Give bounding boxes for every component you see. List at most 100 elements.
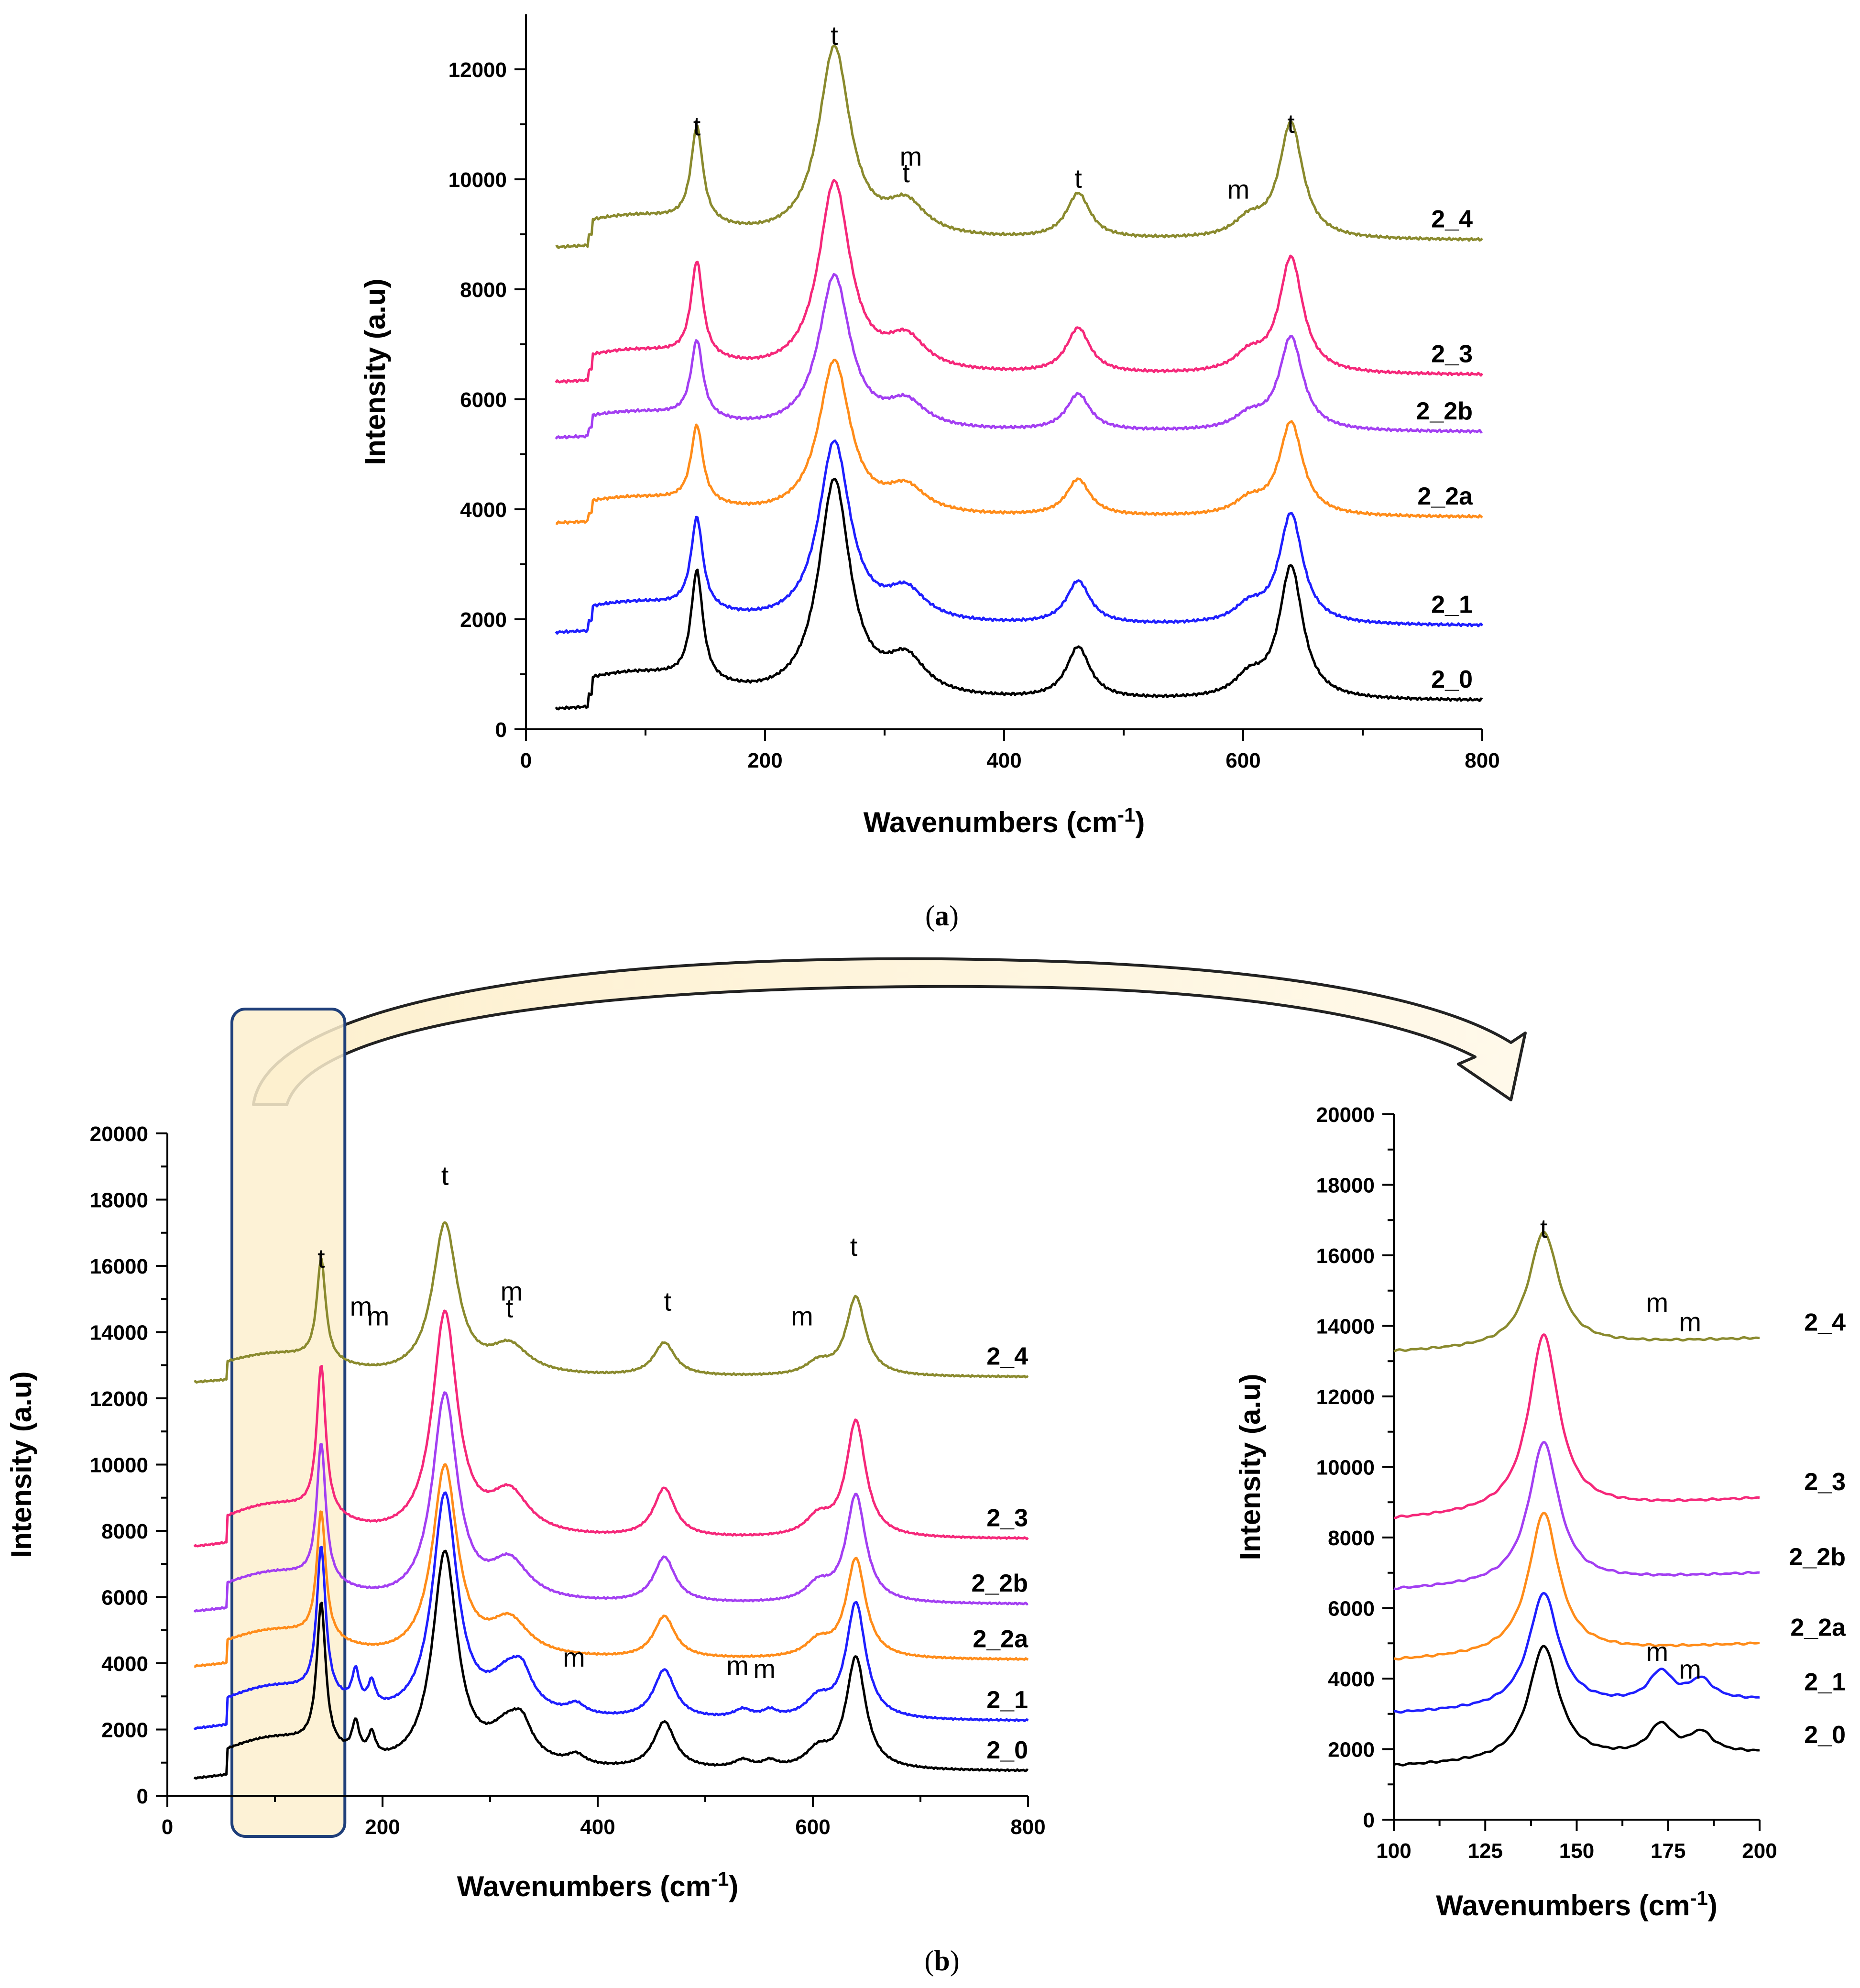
y-tick-label: 0 xyxy=(495,718,507,742)
x-axis-title-close: ) xyxy=(1708,1889,1718,1922)
y-tick-label: 10000 xyxy=(90,1454,148,1477)
y-tick-label: 4000 xyxy=(1328,1668,1375,1691)
y-tick-label: 16000 xyxy=(90,1255,148,1278)
panel-b-main-chart: 0 200 400 600 800020004000600080001000012000… xyxy=(5,1122,1046,1902)
peak-annotation: m xyxy=(563,1642,585,1672)
series-2_3-line xyxy=(555,179,1484,384)
series-2_2a-label: 2_2a xyxy=(1790,1614,1846,1642)
peak-annotation: m xyxy=(367,1301,390,1331)
series-2_3-label: 2_3 xyxy=(1804,1468,1846,1496)
series-2_3-line xyxy=(193,1309,1029,1548)
panel-b-inset-chart: 100 125 150 175 2000200040006000800010000120… xyxy=(1234,1103,1846,1922)
series-2_1-line xyxy=(193,1491,1029,1730)
peak-annotation: t xyxy=(693,111,701,141)
x-tick-label: 0 xyxy=(520,749,532,772)
y-tick-label: 6000 xyxy=(101,1586,148,1610)
series-2_0-label: 2_0 xyxy=(1804,1721,1846,1749)
series-2_1-line xyxy=(1393,1592,1761,1714)
series-2_2a-line xyxy=(194,1463,1029,1668)
x-tick-label: 800 xyxy=(1465,749,1499,772)
y-tick-label: 8000 xyxy=(460,278,507,302)
y-tick-label: 10000 xyxy=(449,168,507,192)
series-2_1-label: 2_1 xyxy=(986,1686,1028,1714)
series-2_0-label: 2_0 xyxy=(986,1736,1028,1764)
x-axis-title-main: Wavenumbers (cm xyxy=(864,806,1117,838)
x-tick-label: 100 xyxy=(1376,1839,1411,1863)
x-axis-title-close: ) xyxy=(1135,806,1145,838)
y-tick-label: 6000 xyxy=(1328,1597,1375,1621)
y-tick-label: 2000 xyxy=(1328,1738,1375,1762)
series-2_4-line xyxy=(555,44,1483,249)
series-2_2b-label: 2_2b xyxy=(971,1570,1028,1597)
y-tick-label: 8000 xyxy=(1328,1527,1375,1550)
y-tick-label: 8000 xyxy=(101,1520,148,1543)
y-tick-label: 16000 xyxy=(1316,1244,1375,1268)
panel-a-chart: 0 200 400 600 800020004000600080001000012000… xyxy=(359,14,1500,838)
y-tick-label: 2000 xyxy=(101,1719,148,1742)
series-2_4-label: 2_4 xyxy=(986,1343,1028,1371)
series-2_4-line xyxy=(194,1221,1029,1384)
y-tick-label: 4000 xyxy=(460,498,507,522)
series-2_2b-line xyxy=(193,1391,1028,1613)
peak-annotation: t xyxy=(831,20,838,50)
x-tick-label: 200 xyxy=(747,749,782,772)
series-2_2a-line xyxy=(1393,1512,1761,1661)
highlight-region xyxy=(230,1008,347,1838)
series-2_0-line xyxy=(1393,1645,1761,1767)
peak-annotation: t xyxy=(850,1231,858,1262)
series-2_2a-label: 2_2a xyxy=(973,1625,1028,1653)
series-2_2b-label: 2_2b xyxy=(1789,1543,1846,1571)
y-tick-label: 12000 xyxy=(449,58,507,82)
y-tick-label: 12000 xyxy=(90,1387,148,1411)
y-tick-label: 6000 xyxy=(460,388,507,412)
x-tick-label: 600 xyxy=(795,1815,830,1839)
y-tick-label: 20000 xyxy=(90,1122,148,1146)
x-tick-label: 600 xyxy=(1225,749,1260,772)
zoom-arrow xyxy=(252,957,1527,1106)
peak-annotation: m xyxy=(1646,1637,1668,1667)
x-tick-label: 150 xyxy=(1559,1839,1594,1863)
peak-annotation: t xyxy=(317,1243,325,1273)
series-2_1-line xyxy=(555,439,1484,635)
caption-a: (a) xyxy=(925,900,959,932)
y-tick-label: 4000 xyxy=(101,1652,148,1676)
y-tick-label: 14000 xyxy=(90,1321,148,1345)
y-tick-label: 0 xyxy=(137,1785,148,1808)
y-tick-label: 10000 xyxy=(1316,1456,1375,1480)
peak-annotation: m xyxy=(501,1276,523,1307)
peak-annotation: t xyxy=(1074,163,1082,193)
series-2_2b-label: 2_2b xyxy=(1416,397,1473,425)
peak-annotation: t xyxy=(1287,108,1295,138)
y-tick-label: 12000 xyxy=(1316,1385,1375,1409)
x-axis-title-main: Wavenumbers (cm xyxy=(457,1870,711,1902)
x-axis-title-close: ) xyxy=(729,1870,738,1902)
series-2_1-label: 2_1 xyxy=(1431,591,1473,619)
x-tick-label: 400 xyxy=(986,749,1021,772)
y-tick-label: 18000 xyxy=(90,1189,148,1212)
y-tick-label: 20000 xyxy=(1316,1103,1375,1127)
y-tick-label: 14000 xyxy=(1316,1315,1375,1339)
series-2_3-label: 2_3 xyxy=(986,1504,1028,1532)
series-2_2b-line xyxy=(1393,1441,1761,1591)
caption-b: (b) xyxy=(924,1945,959,1977)
series-2_2b-line xyxy=(555,273,1483,440)
peak-annotation: t xyxy=(441,1160,449,1190)
x-axis-title-sup: -1 xyxy=(1117,803,1135,826)
y-tick-label: 2000 xyxy=(460,608,507,632)
series-2_4-label: 2_4 xyxy=(1804,1308,1846,1336)
series-2_4-line xyxy=(1393,1230,1761,1352)
series-2_0-line xyxy=(555,477,1483,711)
y-axis-title: Intensity (a.u) xyxy=(1234,1373,1266,1560)
peak-annotation: m xyxy=(726,1650,749,1680)
x-tick-label: 0 xyxy=(162,1815,173,1839)
peak-annotation: t xyxy=(1540,1213,1548,1243)
y-axis-title: Intensity (a.u) xyxy=(359,278,391,465)
x-tick-label: 400 xyxy=(580,1815,615,1839)
peak-annotation: m xyxy=(1646,1287,1668,1318)
x-axis-title: Wavenumbers (cm-1) xyxy=(457,1867,739,1902)
peak-annotation: t xyxy=(506,1293,514,1323)
y-tick-label: 0 xyxy=(1363,1809,1375,1832)
series-2_1-label: 2_1 xyxy=(1804,1668,1846,1696)
x-axis-title-sup: -1 xyxy=(711,1867,729,1890)
